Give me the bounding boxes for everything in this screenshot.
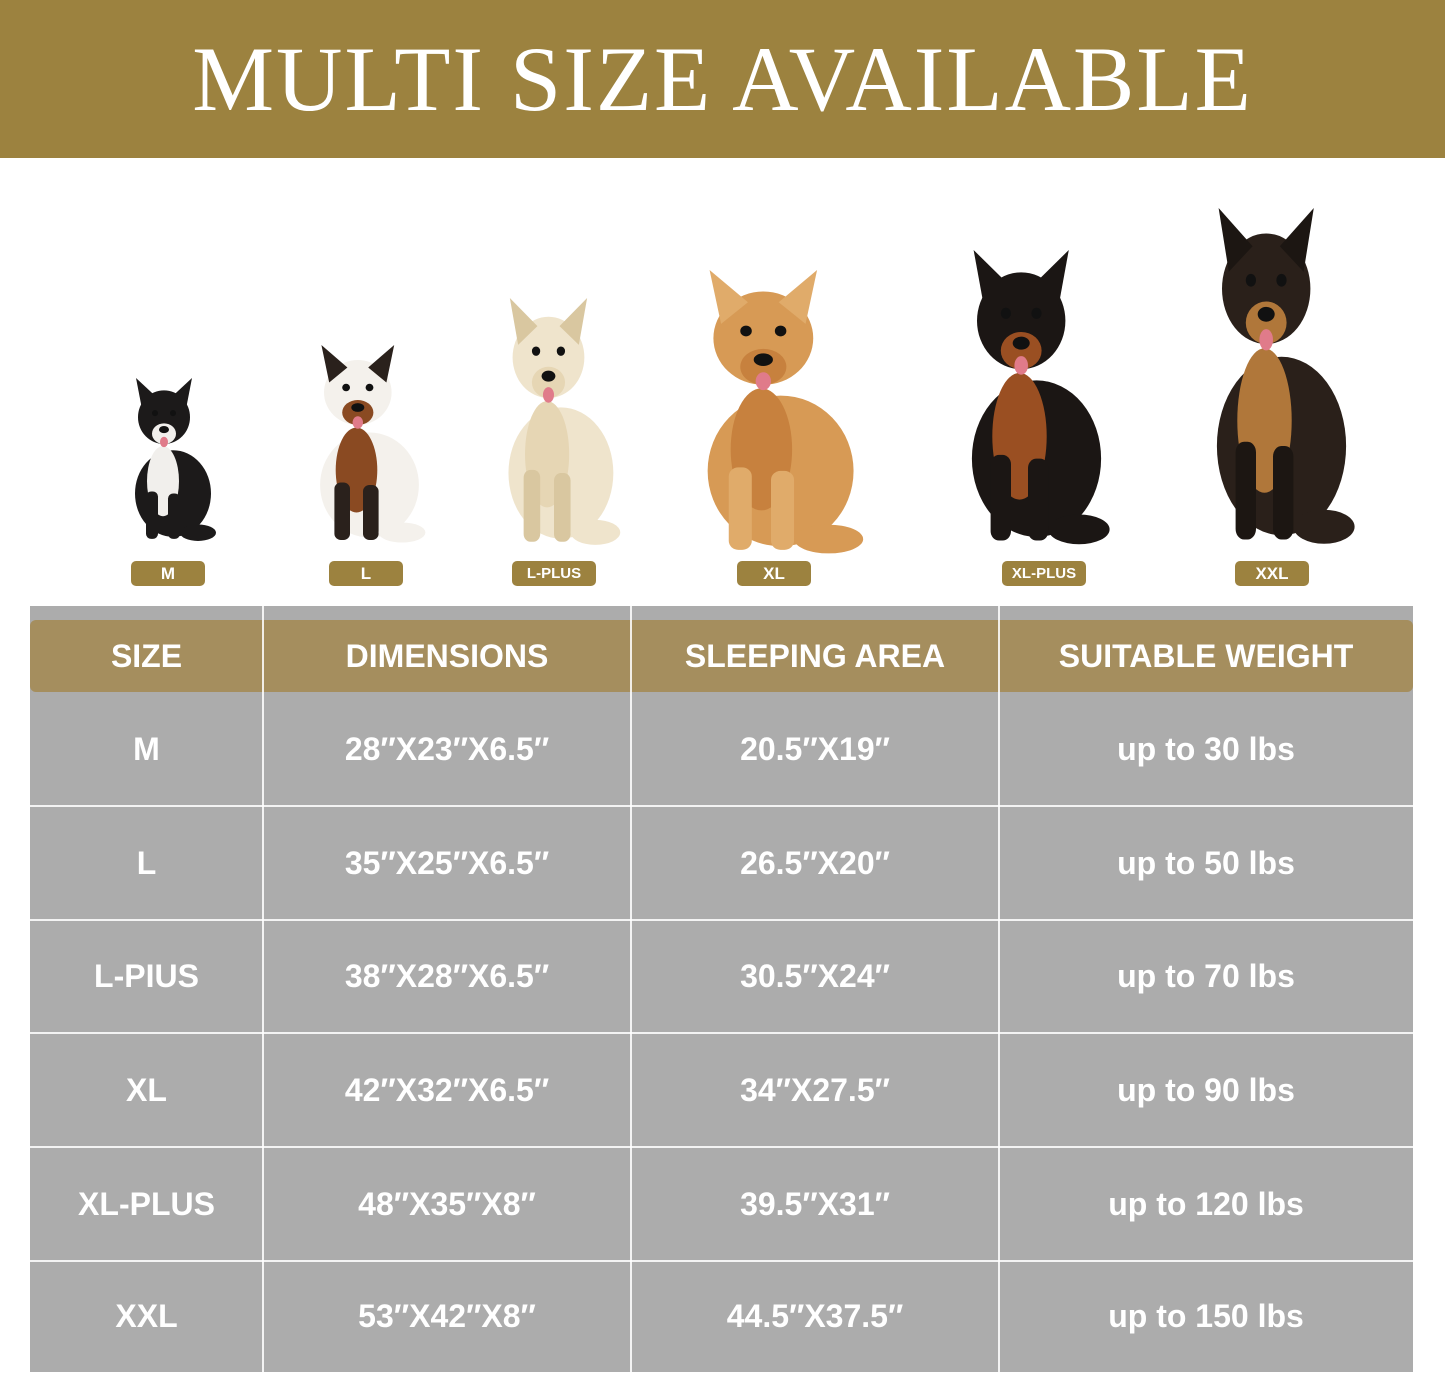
table-cell: 26.5″X20″: [740, 844, 890, 881]
beagle-dog-icon: [298, 345, 428, 545]
title-banner: MULTI SIZE AVAILABLE: [0, 0, 1445, 158]
table-cell: up to 30 lbs: [1117, 730, 1295, 767]
french-bulldog-dog-icon: [118, 378, 218, 543]
column-header-sleeping-area: SLEEPING AREA: [684, 637, 946, 674]
column-header-size: SIZE: [110, 637, 183, 674]
row-divider: [30, 1260, 1413, 1262]
table-cell: 35″X25″X6.5″: [344, 844, 550, 881]
column-header-dimensions: DIMENSIONS: [345, 637, 549, 674]
table-cell: XL-PLUS: [78, 1185, 215, 1222]
row-divider: [30, 805, 1413, 807]
column-divider: [262, 606, 264, 1372]
size-table: SIZE DIMENSIONS SLEEPING AREA SUITABLE WEIG…: [30, 606, 1413, 1372]
table-cell: L-PIUS: [94, 958, 199, 994]
size-badge-xxl: XXL: [1235, 561, 1309, 586]
table-cell: up to 90 lbs: [1117, 1071, 1295, 1108]
table-cell: 44.5″X37.5″: [726, 1298, 904, 1334]
size-badge-l-plus: L-PLUS: [512, 561, 596, 586]
column-divider: [630, 606, 632, 1372]
table-cell: M: [133, 730, 160, 767]
row-divider: [30, 1032, 1413, 1034]
table-cell: XL: [126, 1071, 167, 1108]
table-cell: 34″X27.5″: [740, 1071, 890, 1108]
table-cell: up to 120 lbs: [1108, 1185, 1304, 1222]
german-shepherd-dog-icon: [1188, 208, 1358, 548]
size-badge-l: L: [329, 561, 403, 586]
table-cell: 42″X32″X6.5″: [344, 1071, 550, 1108]
row-divider: [30, 1146, 1413, 1148]
table-cell: XXL: [115, 1298, 178, 1334]
table-cell: 48″X35″X8″: [358, 1185, 536, 1222]
table-cell: 28″X23″X6.5″: [344, 730, 550, 767]
table-cell: L: [136, 844, 157, 881]
table-cell: up to 50 lbs: [1117, 844, 1295, 881]
table-cell: 53″X42″X8″: [358, 1298, 536, 1334]
table-cell: 20.5″X19″: [740, 730, 890, 767]
size-badge-m: M: [131, 561, 205, 586]
size-badge-xl-plus: XL-PLUS: [1002, 561, 1086, 586]
doberman-dog-icon: [943, 250, 1113, 548]
size-badge-xl: XL: [737, 561, 811, 586]
column-header-suitable-weight: SUITABLE WEIGHT: [1058, 637, 1354, 674]
table-cell: 30.5″X24″: [740, 958, 890, 994]
table-cell: up to 150 lbs: [1108, 1298, 1304, 1334]
column-divider: [998, 606, 1000, 1372]
golden-retriever-dog-icon: [675, 270, 867, 557]
table-cell: 39.5″X31″: [740, 1185, 890, 1222]
labrador-cream-dog-icon: [485, 298, 623, 548]
table-cell: 38″X28″X6.5″: [344, 958, 550, 994]
table-header-row: [30, 620, 1413, 692]
page-title: MULTI SIZE AVAILABLE: [192, 28, 1253, 130]
row-divider: [30, 919, 1413, 921]
table-cell: up to 70 lbs: [1117, 958, 1295, 994]
